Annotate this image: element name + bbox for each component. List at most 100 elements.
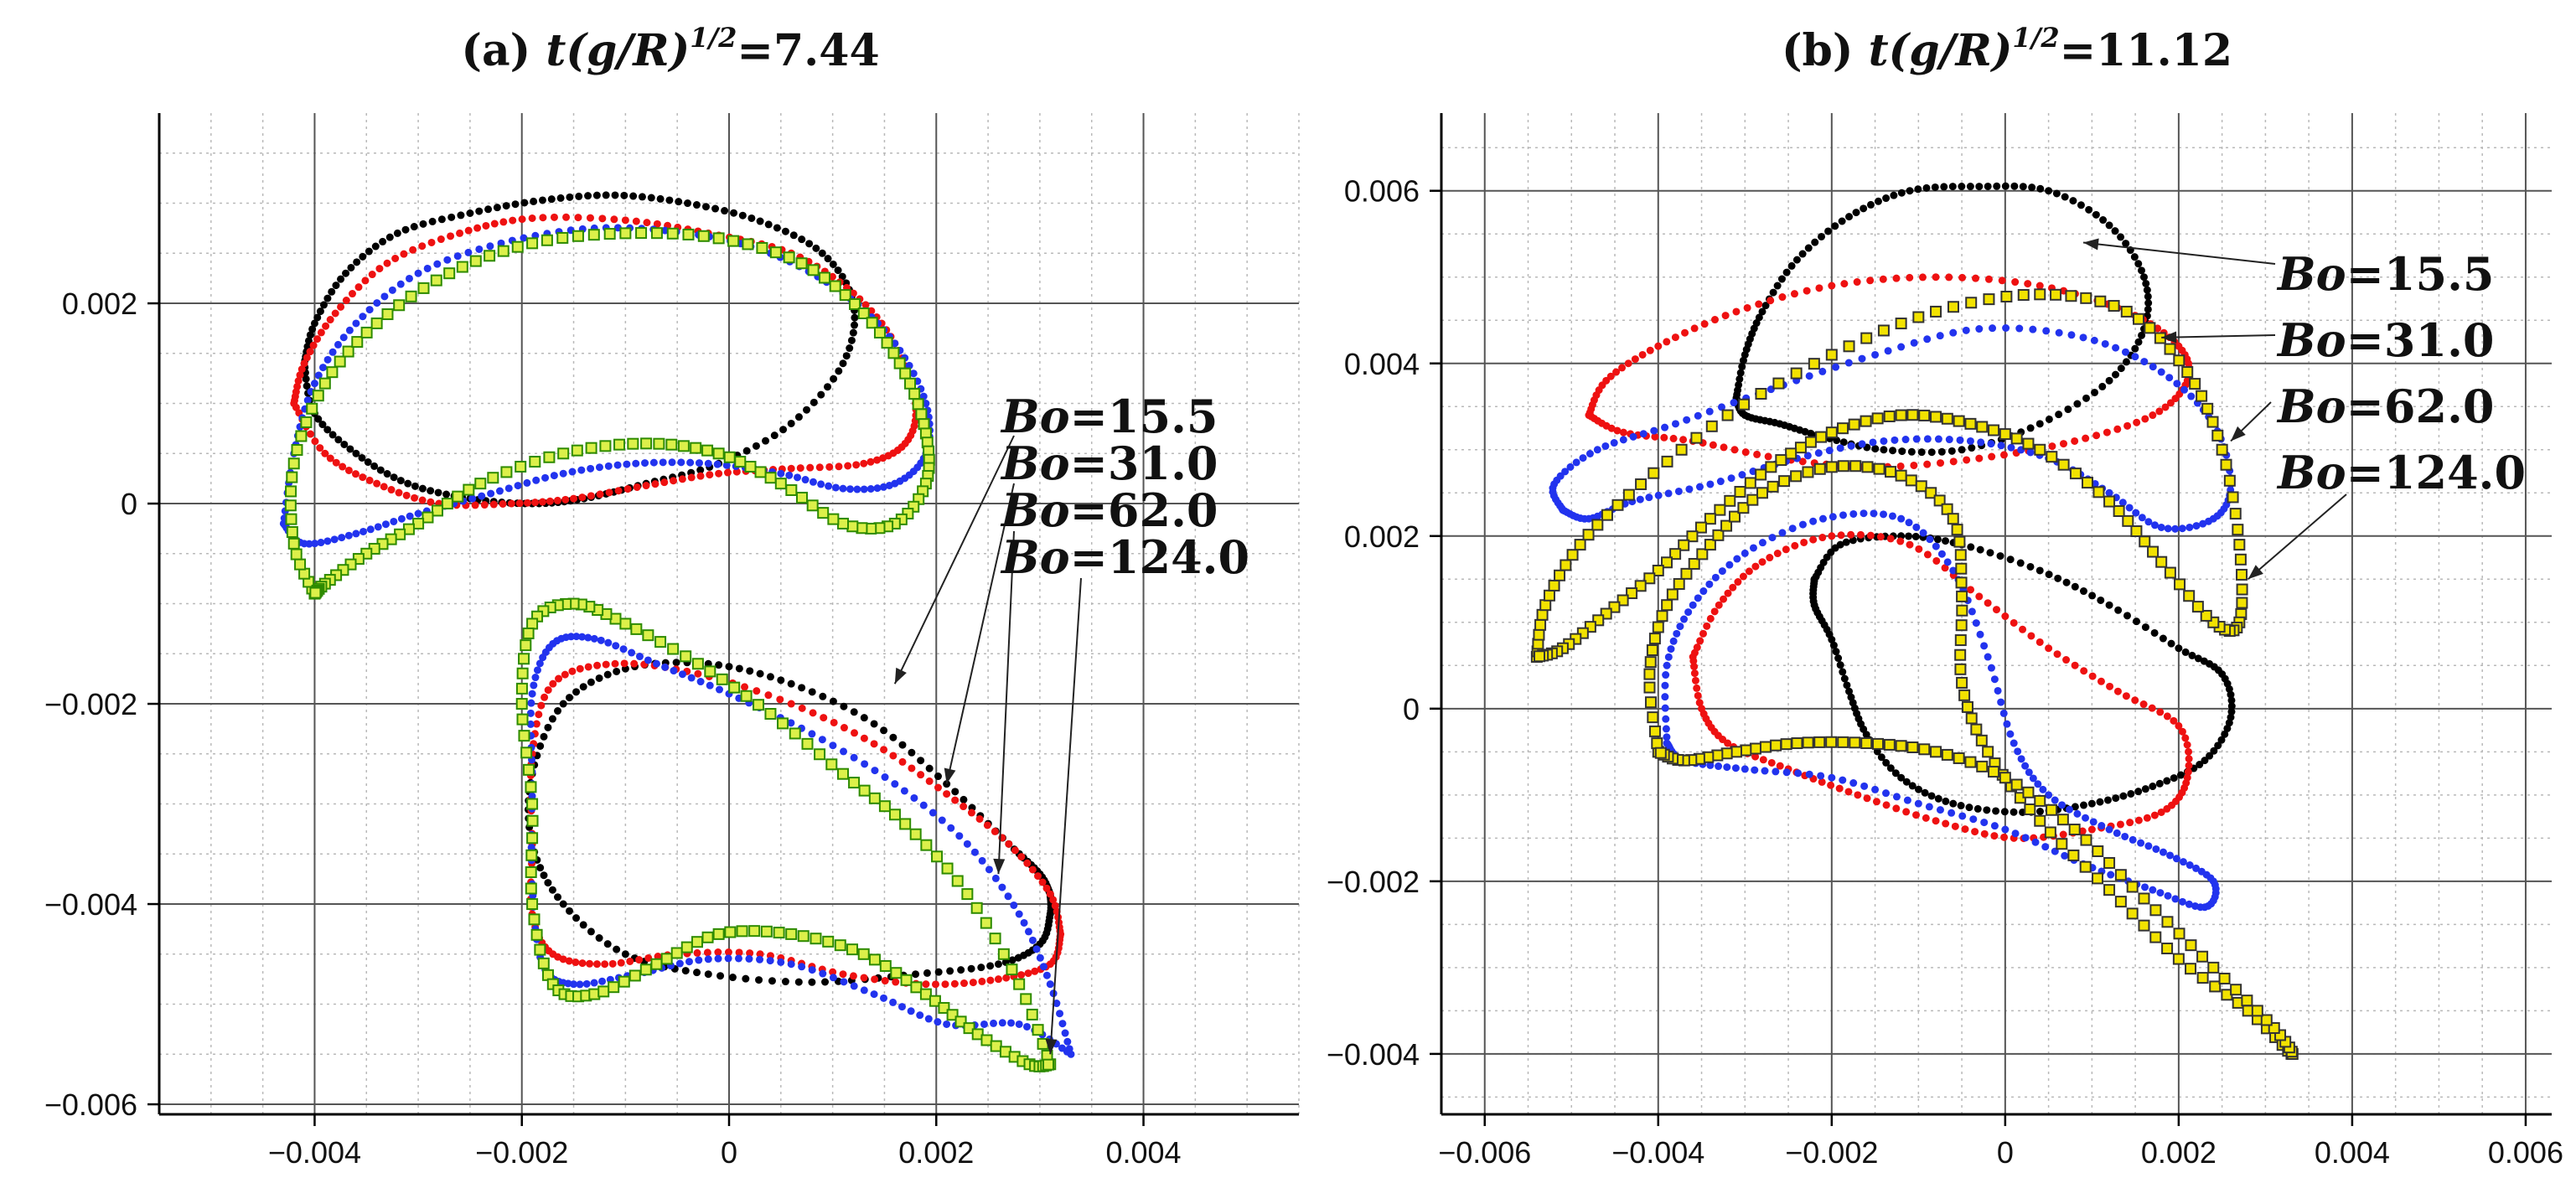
- data-marker: [1906, 187, 1914, 195]
- data-marker: [2206, 416, 2219, 428]
- data-marker: [2053, 650, 2061, 659]
- data-marker: [586, 214, 594, 222]
- grid-b: [1441, 113, 2552, 1114]
- data-marker: [1601, 509, 1613, 521]
- data-marker: [331, 309, 339, 318]
- data-marker: [1876, 533, 1885, 541]
- data-marker: [1990, 822, 1999, 830]
- data-marker: [986, 962, 995, 970]
- data-marker: [803, 406, 811, 414]
- data-marker: [697, 230, 710, 242]
- data-marker: [2026, 424, 2035, 432]
- data-marker: [756, 217, 764, 225]
- data-marker: [1724, 589, 1732, 597]
- data-marker: [795, 257, 808, 270]
- data-marker: [1961, 700, 1973, 713]
- data-marker: [1709, 441, 1717, 449]
- data-marker: [665, 196, 674, 204]
- data-marker: [579, 921, 587, 929]
- data-marker: [1058, 1020, 1067, 1028]
- legend-label: Bo=15.5: [2276, 247, 2494, 301]
- data-marker: [1895, 740, 1907, 752]
- data-marker: [687, 674, 696, 682]
- data-marker: [1660, 433, 1668, 442]
- data-marker: [1990, 832, 1999, 840]
- data-marker: [617, 958, 625, 967]
- data-marker: [619, 617, 632, 630]
- data-marker: [2196, 390, 2208, 402]
- data-marker: [2144, 292, 2152, 301]
- y-tick-label: −0.006: [44, 1088, 137, 1122]
- data-marker: [846, 943, 859, 956]
- data-marker: [379, 237, 387, 245]
- data-marker: [582, 979, 591, 988]
- data-marker: [831, 483, 840, 492]
- data-marker: [618, 975, 630, 988]
- data-marker: [2141, 785, 2149, 793]
- data-marker: [1994, 686, 2002, 695]
- data-marker: [777, 676, 785, 685]
- data-marker: [359, 473, 367, 482]
- data-marker: [1902, 778, 1911, 786]
- data-marker: [522, 763, 535, 776]
- data-marker: [530, 928, 543, 941]
- data-marker: [1042, 971, 1051, 979]
- data-marker: [1933, 535, 1942, 544]
- data-marker: [2031, 838, 2040, 846]
- data-marker: [1778, 475, 1791, 488]
- data-marker: [1958, 689, 1971, 701]
- data-marker: [825, 758, 838, 771]
- data-marker: [2122, 692, 2130, 700]
- data-marker: [2210, 747, 2218, 755]
- data-marker: [1949, 566, 1958, 575]
- data-marker: [2131, 344, 2139, 353]
- data-marker: [2120, 305, 2133, 318]
- data-marker: [916, 1011, 924, 1020]
- data-marker: [814, 748, 826, 761]
- data-marker: [1892, 274, 1901, 282]
- data-marker: [1663, 661, 1671, 669]
- data-marker: [536, 864, 545, 872]
- data-marker: [870, 720, 878, 728]
- data-marker: [1962, 326, 1970, 334]
- data-marker: [326, 454, 334, 462]
- data-marker: [2122, 514, 2134, 527]
- data-marker: [969, 979, 977, 987]
- data-marker: [724, 954, 732, 963]
- data-marker: [849, 972, 857, 980]
- data-marker: [1866, 531, 1875, 540]
- data-marker: [1015, 1020, 1023, 1028]
- data-marker: [339, 462, 347, 471]
- data-marker: [734, 954, 742, 963]
- data-marker: [928, 995, 941, 1007]
- data-marker: [1798, 250, 1807, 258]
- data-marker: [1947, 513, 1959, 525]
- data-marker: [499, 499, 507, 508]
- data-marker: [2157, 368, 2165, 376]
- data-marker: [1927, 792, 1936, 800]
- data-marker: [525, 849, 538, 861]
- data-marker: [1963, 456, 1971, 464]
- data-marker: [909, 369, 918, 378]
- data-marker: [2139, 273, 2148, 282]
- data-marker: [515, 682, 528, 695]
- data-marker: [487, 472, 499, 484]
- data-marker: [1810, 577, 1818, 586]
- data-marker: [1652, 564, 1664, 576]
- data-marker: [344, 466, 353, 474]
- data-marker: [516, 667, 529, 679]
- data-marker: [1956, 590, 1968, 602]
- data-marker: [764, 708, 777, 720]
- data-marker: [576, 980, 584, 989]
- data-marker: [829, 741, 837, 750]
- data-marker: [692, 201, 701, 209]
- data-marker: [523, 478, 531, 487]
- data-marker: [2141, 883, 2149, 891]
- data-marker: [1906, 741, 1919, 753]
- data-marker: [794, 978, 803, 986]
- data-marker: [373, 479, 381, 488]
- data-marker: [745, 954, 753, 963]
- data-marker: [1945, 436, 1953, 444]
- data-marker: [1903, 796, 1911, 804]
- data-marker: [1965, 712, 1978, 725]
